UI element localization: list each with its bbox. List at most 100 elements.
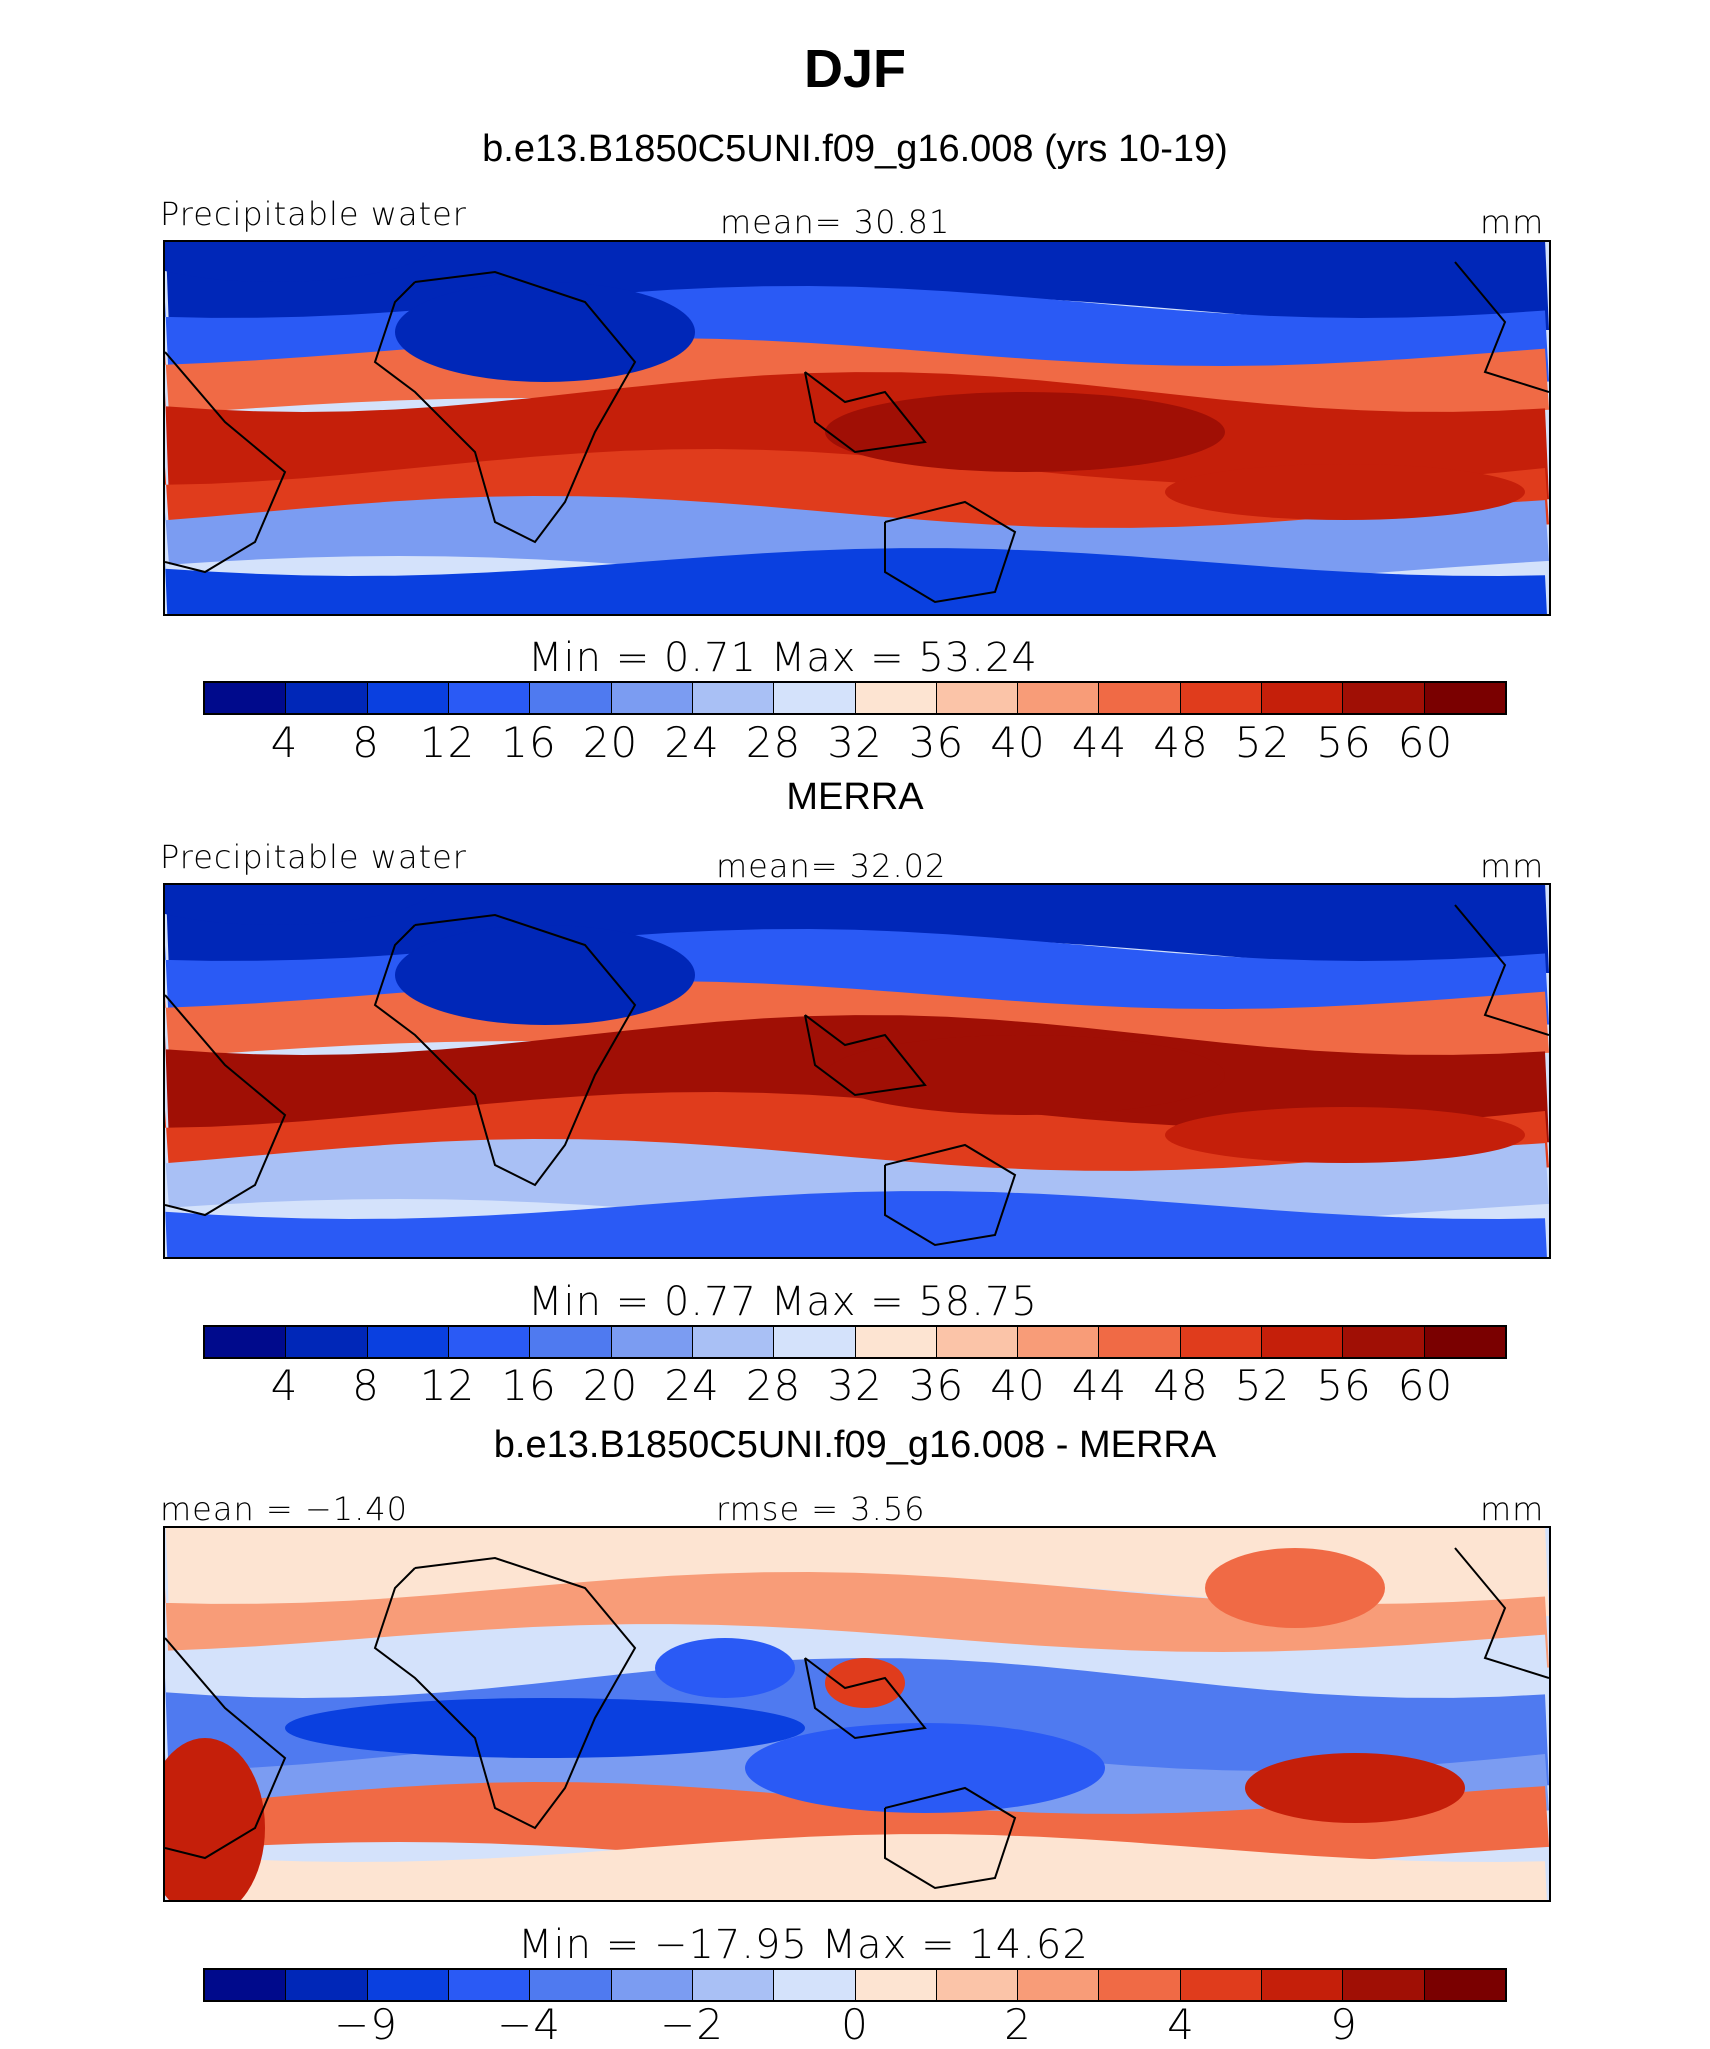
colorbar-swatch [692,1970,775,2000]
colorbar-swatch [1262,1970,1344,2000]
colorbar-swatch [611,683,693,713]
contour-blob [655,1638,795,1698]
panel-2-subtitle: MERRA [786,776,924,818]
colorbar-tick-label: 32 [827,718,883,767]
coastline [884,500,1017,604]
contour-blob [285,1698,805,1758]
colorbar-tick-label: 8 [352,1361,380,1410]
panel-3-colorbar [203,1968,1507,2002]
coastline [804,371,927,454]
colorbar-tick-label: 56 [1316,1361,1372,1410]
coastline [1454,904,1549,1036]
colorbar-tick-label: 36 [908,718,965,767]
colorbar-tick-label: 24 [664,718,720,767]
panel-2-mean-label: mean= 32.02 [716,847,947,885]
colorbar-tick-label: 4 [1167,2000,1195,2049]
colorbar-tick-label: 36 [908,1361,965,1410]
panel-3-map [163,1526,1551,1902]
contour-blob [395,282,695,382]
coastline [373,1556,637,1830]
colorbar-swatch [1018,1970,1100,2000]
colorbar-swatch [367,683,449,713]
colorbar-tick-label: 52 [1234,718,1291,767]
colorbar-tick-label: 28 [745,718,802,767]
colorbar-swatch [1099,1327,1181,1357]
colorbar-tick-label: 28 [745,1361,802,1410]
colorbar-swatch [692,1327,775,1357]
panel-3-rmse-label: rmse = 3.56 [716,1490,926,1528]
colorbar-tick-label: −2 [660,2000,724,2049]
contour-band [165,1572,1549,1674]
colorbar-swatch [205,1327,287,1357]
contour-band [165,548,1547,614]
panel-2-colorbar-ticks: 4 8 12 16 20 24 28 32 36 40 44 48 52 56 60 [0,1361,1710,1411]
colorbar-tick-label: 48 [1153,718,1209,767]
colorbar-tick-label: 20 [582,718,639,767]
coastline [804,1014,927,1097]
colorbar-swatch [774,1327,856,1357]
coastline [165,1637,287,1860]
colorbar-tick-label: 2 [1004,2000,1032,2049]
colorbar-tick-label: −9 [334,2000,398,2049]
colorbar-swatch [1343,1327,1425,1357]
panel-2-unit-label: mm [1480,847,1545,885]
panel-1-minmax: Min = 0.71 Max = 53.24 [528,635,1038,681]
colorbar-tick-label: 60 [1397,718,1454,767]
panel-2-variable-label: Precipitable water [160,838,467,876]
colorbar-swatch [530,1327,612,1357]
panel-1-colorbar [203,681,1507,715]
colorbar-swatch [1343,1970,1425,2000]
panel-3-subtitle: b.e13.B1850C5UNI.f09_g16.008 - MERRA [493,1424,1217,1466]
contour-blob [825,1035,1225,1115]
colorbar-tick-label: 12 [419,1361,476,1410]
colorbar-swatch [1099,1970,1181,2000]
coastline [165,351,287,574]
panel-2-colorbar [203,1325,1507,1359]
colorbar-tick-label: 8 [352,718,380,767]
panel-1-contour-field [165,242,1549,614]
colorbar-swatch [286,1970,368,2000]
colorbar-tick-label: 56 [1316,718,1372,767]
contour-blob [165,885,435,925]
panel-1-unit-label: mm [1480,203,1545,241]
colorbar-swatch [530,1970,612,2000]
coastline [1454,1547,1549,1679]
colorbar-swatch [286,683,368,713]
colorbar-tick-label: 52 [1234,1361,1291,1410]
contour-blob [1245,1753,1465,1823]
colorbar-swatch [855,1327,937,1357]
colorbar-swatch [936,1970,1019,2000]
colorbar-tick-label: 32 [827,1361,883,1410]
panel-2-contour-field [165,885,1549,1257]
colorbar-swatch [205,683,287,713]
colorbar-swatch [1018,1327,1100,1357]
coastline [165,994,287,1217]
colorbar-swatch [530,683,612,713]
contour-band [165,1834,1547,1900]
colorbar-tick-label: 0 [841,2000,869,2049]
colorbar-tick-label: 16 [501,1361,557,1410]
colorbar-tick-label: 4 [270,718,299,767]
colorbar-tick-label: 9 [1330,2000,1358,2049]
panel-3-unit-label: mm [1480,1490,1545,1528]
panel-1-mean-label: mean= 30.81 [720,203,951,241]
panel-1-subtitle: b.e13.B1850C5UNI.f09_g16.008 (yrs 10-19) [482,128,1228,170]
contour-blob [165,1738,265,1900]
colorbar-swatch [367,1970,449,2000]
panel-1-colorbar-ticks: 4 8 12 16 20 24 28 32 36 40 44 48 52 56 60 [0,718,1710,768]
coastline [373,913,637,1187]
panel-2-map [163,883,1551,1259]
coastline [373,270,637,544]
colorbar-swatch [286,1327,368,1357]
colorbar-swatch [1262,1327,1344,1357]
panel-1-variable-label: Precipitable water [160,195,467,233]
colorbar-swatch [855,1970,937,2000]
colorbar-tick-label: 40 [990,718,1046,767]
coastline [884,1786,1017,1890]
coastline [1454,261,1549,393]
contour-blob [395,925,695,1025]
colorbar-swatch [1180,1327,1263,1357]
colorbar-swatch [936,683,1019,713]
panel-3-mean-label: mean = −1.40 [160,1490,408,1528]
colorbar-tick-label: 4 [270,1361,299,1410]
